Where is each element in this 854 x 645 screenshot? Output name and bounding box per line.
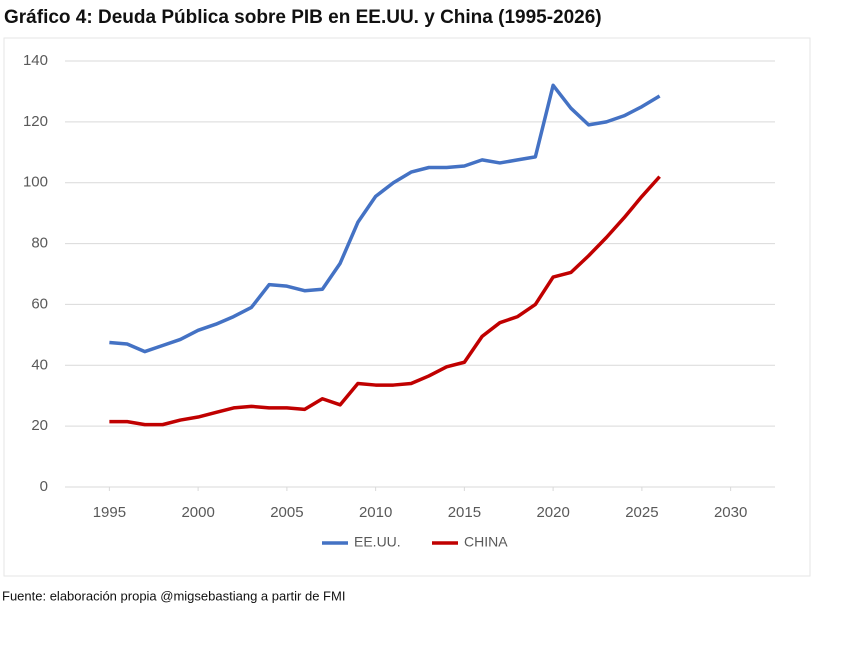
x-tick-label: 2000	[181, 504, 214, 521]
source-note: Fuente: elaboración propia @migsebastian…	[2, 588, 345, 603]
line-series	[109, 175, 661, 427]
y-tick-label: 100	[23, 174, 48, 191]
y-tick-label: 20	[31, 417, 48, 434]
chart-title: Gráfico 4: Deuda Pública sobre PIB en EE…	[4, 7, 602, 28]
x-tick-label: 2020	[536, 504, 569, 521]
y-tick-label: 60	[31, 295, 48, 312]
x-tick-label: 2005	[270, 504, 303, 521]
legend-label: EE.UU.	[354, 534, 401, 550]
legend-label: CHINA	[464, 534, 508, 550]
x-tick-label: 2010	[359, 504, 392, 521]
line-series	[109, 83, 661, 354]
y-tick-label: 80	[31, 235, 48, 252]
x-tick-label: 2030	[714, 504, 747, 521]
y-tick-label: 140	[23, 52, 48, 69]
chart-frame	[3, 37, 811, 577]
x-tick-label: 2015	[448, 504, 481, 521]
y-tick-label: 120	[23, 113, 48, 130]
y-tick-label: 0	[40, 478, 48, 495]
y-tick-label: 40	[31, 356, 48, 373]
x-tick-label: 1995	[93, 504, 126, 521]
x-tick-label: 2025	[625, 504, 658, 521]
